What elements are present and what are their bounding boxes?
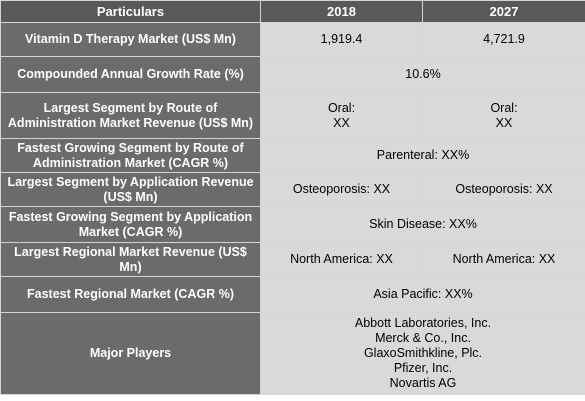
cell-2027: 4,721.9 [422,22,585,57]
table-row: Compounded Annual Growth Rate (%) 10.6% [0,56,585,93]
major-players-cell: Abbott Laboratories, Inc. Merck & Co., I… [260,312,585,395]
header-2018: 2018 [260,0,423,23]
cell-2027: North America: XX [422,242,585,277]
table-row: Largest Segment by Route of Administrati… [0,92,585,139]
row-label: Largest Segment by Route of Administrati… [0,92,261,139]
row-label: Compounded Annual Growth Rate (%) [0,56,261,93]
row-label: Major Players [0,312,261,395]
header-2027: 2027 [422,0,585,23]
table-row: Fastest Regional Market (CAGR %) Asia Pa… [0,276,585,313]
header-row: Particulars 2018 2027 [0,0,585,23]
cell-merged: Skin Disease: XX% [260,206,585,243]
player-name: Pfizer, Inc. [393,361,453,375]
player-name: Novartis AG [389,376,457,390]
cell-merged: Parenteral: XX% [260,138,585,173]
table-row: Largest Segment by Application Revenue (… [0,172,585,207]
table-row: Vitamin D Therapy Market (US$ Mn) 1,919.… [0,22,585,57]
row-label: Largest Regional Market Revenue (US$ Mn) [0,242,261,277]
table-row: Major Players Abbott Laboratories, Inc. … [0,312,585,395]
cell-2027: Osteoporosis: XX [422,172,585,207]
player-name: GlaxoSmithkline, Plc. [363,346,483,360]
player-name: Merck & Co., Inc. [375,331,471,345]
row-label: Largest Segment by Application Revenue (… [0,172,261,207]
cell-2027: Oral: XX [422,92,585,139]
table-row: Fastest Growing Segment by Application M… [0,206,585,243]
row-label: Fastest Growing Segment by Application M… [0,206,261,243]
player-name: Abbott Laboratories, Inc. [354,316,492,330]
cell-2018: Osteoporosis: XX [260,172,423,207]
table-row: Fastest Growing Segment by Route of Admi… [0,138,585,173]
row-label: Fastest Regional Market (CAGR %) [0,276,261,313]
table-row: Largest Regional Market Revenue (US$ Mn)… [0,242,585,277]
cell-2018: 1,919.4 [260,22,423,57]
cell-2018: Oral: XX [260,92,423,139]
row-label: Vitamin D Therapy Market (US$ Mn) [0,22,261,57]
row-label: Fastest Growing Segment by Route of Admi… [0,138,261,173]
header-particulars: Particulars [0,0,261,23]
cell-merged: 10.6% [260,56,585,93]
cell-2018: North America: XX [260,242,423,277]
cell-merged: Asia Pacific: XX% [260,276,585,313]
